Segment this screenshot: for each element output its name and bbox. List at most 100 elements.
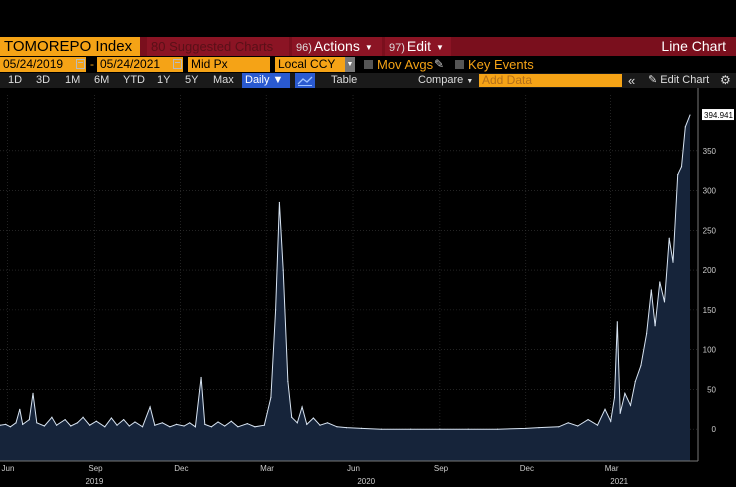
gear-icon[interactable]: ⚙	[720, 73, 731, 87]
period-6m[interactable]: 6M	[94, 74, 110, 86]
data-point	[282, 269, 284, 271]
data-point	[650, 289, 652, 291]
collapse-icon[interactable]: «	[628, 73, 636, 88]
end-date-input[interactable]: 05/24/2021	[97, 57, 183, 72]
data-point	[0, 424, 1, 426]
data-point	[149, 406, 151, 408]
periodicity-label: Daily	[245, 74, 270, 86]
data-point	[619, 412, 621, 414]
calendar-icon[interactable]	[173, 59, 182, 69]
pencil-icon: ✎	[648, 74, 658, 86]
data-point	[70, 425, 72, 427]
data-point	[380, 428, 382, 430]
suggested-charts-number: 80	[151, 39, 166, 54]
data-point	[64, 419, 66, 421]
data-point	[360, 427, 363, 429]
edit-chart-button[interactable]: ✎ Edit Chart	[648, 73, 709, 88]
table-button[interactable]: Table	[331, 74, 358, 86]
data-point	[22, 423, 24, 426]
data-point	[319, 424, 321, 426]
suggested-charts-button[interactable]: 80 Suggested Charts	[147, 37, 289, 56]
edit-number: 97)	[389, 42, 405, 54]
data-point	[175, 423, 178, 426]
y-tick-label: 200	[703, 266, 717, 275]
key-events-checkbox[interactable]	[455, 60, 464, 69]
data-point	[154, 424, 156, 426]
data-point	[345, 426, 348, 429]
data-point	[43, 425, 45, 427]
calendar-icon[interactable]	[76, 59, 85, 69]
data-point	[624, 392, 626, 394]
field-select[interactable]: Mid Px	[188, 57, 270, 72]
x-year-label: 2019	[85, 477, 103, 486]
period-max[interactable]: Max	[213, 74, 234, 86]
data-point	[287, 380, 289, 383]
data-point	[134, 421, 136, 423]
period-1y[interactable]: 1Y	[157, 74, 171, 86]
data-point	[616, 321, 618, 323]
data-point	[51, 416, 53, 418]
data-point	[36, 422, 38, 424]
data-point	[169, 426, 171, 428]
key-events-label[interactable]: Key Events	[468, 57, 534, 72]
add-data-input[interactable]: Add Data	[479, 74, 622, 87]
y-tick-label: 250	[703, 226, 717, 235]
data-point	[336, 426, 338, 428]
actions-menu[interactable]: 96) Actions ▼	[292, 37, 382, 56]
data-point	[567, 422, 569, 424]
data-point	[326, 422, 329, 424]
ticker-field[interactable]: TOMOREPO Index	[0, 37, 140, 56]
data-point	[141, 426, 144, 428]
last-value-tag	[702, 109, 734, 121]
period-1d[interactable]: 1D	[8, 74, 23, 86]
data-point	[95, 420, 97, 422]
series-area	[0, 115, 690, 461]
period-ytd[interactable]: YTD	[123, 74, 145, 86]
data-point	[32, 392, 34, 394]
period-1m[interactable]: 1M	[65, 74, 81, 86]
last-value-label: 394.941	[704, 111, 733, 120]
data-point	[246, 423, 248, 425]
x-year-label: 2021	[610, 477, 628, 486]
data-point	[558, 426, 560, 428]
chart-type-title: Line Chart	[661, 38, 726, 54]
function-header: TOMOREPO Index 80 Suggested Charts 96) Ac…	[0, 37, 736, 56]
data-point	[587, 419, 589, 421]
data-point	[161, 422, 163, 424]
mov-avgs-checkbox[interactable]	[364, 60, 373, 69]
compare-label: Compare	[418, 74, 464, 86]
data-point	[296, 422, 298, 424]
data-point	[663, 301, 666, 303]
start-date-input[interactable]: 05/24/2019	[0, 57, 86, 72]
data-point	[439, 428, 441, 430]
period-5y[interactable]: 5Y	[185, 74, 199, 86]
data-point	[270, 396, 272, 398]
chevron-down-icon[interactable]: ▼	[345, 57, 355, 72]
period-toolbar: 1D 3D 1M 6M YTD 1Y 5Y Max Daily ▼ Table …	[0, 73, 736, 88]
data-point	[224, 425, 226, 427]
data-point	[189, 422, 191, 424]
data-point	[237, 426, 239, 428]
currency-select[interactable]: Local CCY	[275, 57, 345, 72]
pencil-icon[interactable]: ✎	[434, 57, 445, 71]
x-tick-label: Jun	[347, 464, 360, 473]
data-point	[116, 424, 118, 426]
data-point	[200, 376, 202, 379]
data-point	[263, 424, 265, 426]
edit-menu[interactable]: 97) Edit ▼	[385, 37, 451, 56]
periodicity-select[interactable]: Daily ▼	[242, 73, 290, 88]
data-point	[677, 174, 679, 176]
mov-avgs-label[interactable]: Mov Avgs	[377, 57, 434, 72]
data-point	[410, 428, 412, 430]
chevron-down-icon: ▼	[272, 74, 284, 86]
data-point	[123, 419, 125, 421]
period-3d[interactable]: 3D	[36, 74, 51, 86]
data-point	[56, 424, 58, 426]
data-point	[604, 408, 606, 410]
data-point	[640, 364, 642, 367]
actions-label: Actions	[313, 38, 360, 54]
line-chart-icon[interactable]	[295, 73, 315, 88]
chevron-down-icon: ▼	[364, 42, 373, 52]
compare-menu[interactable]: Compare ▼	[418, 73, 473, 89]
data-point	[596, 424, 599, 426]
